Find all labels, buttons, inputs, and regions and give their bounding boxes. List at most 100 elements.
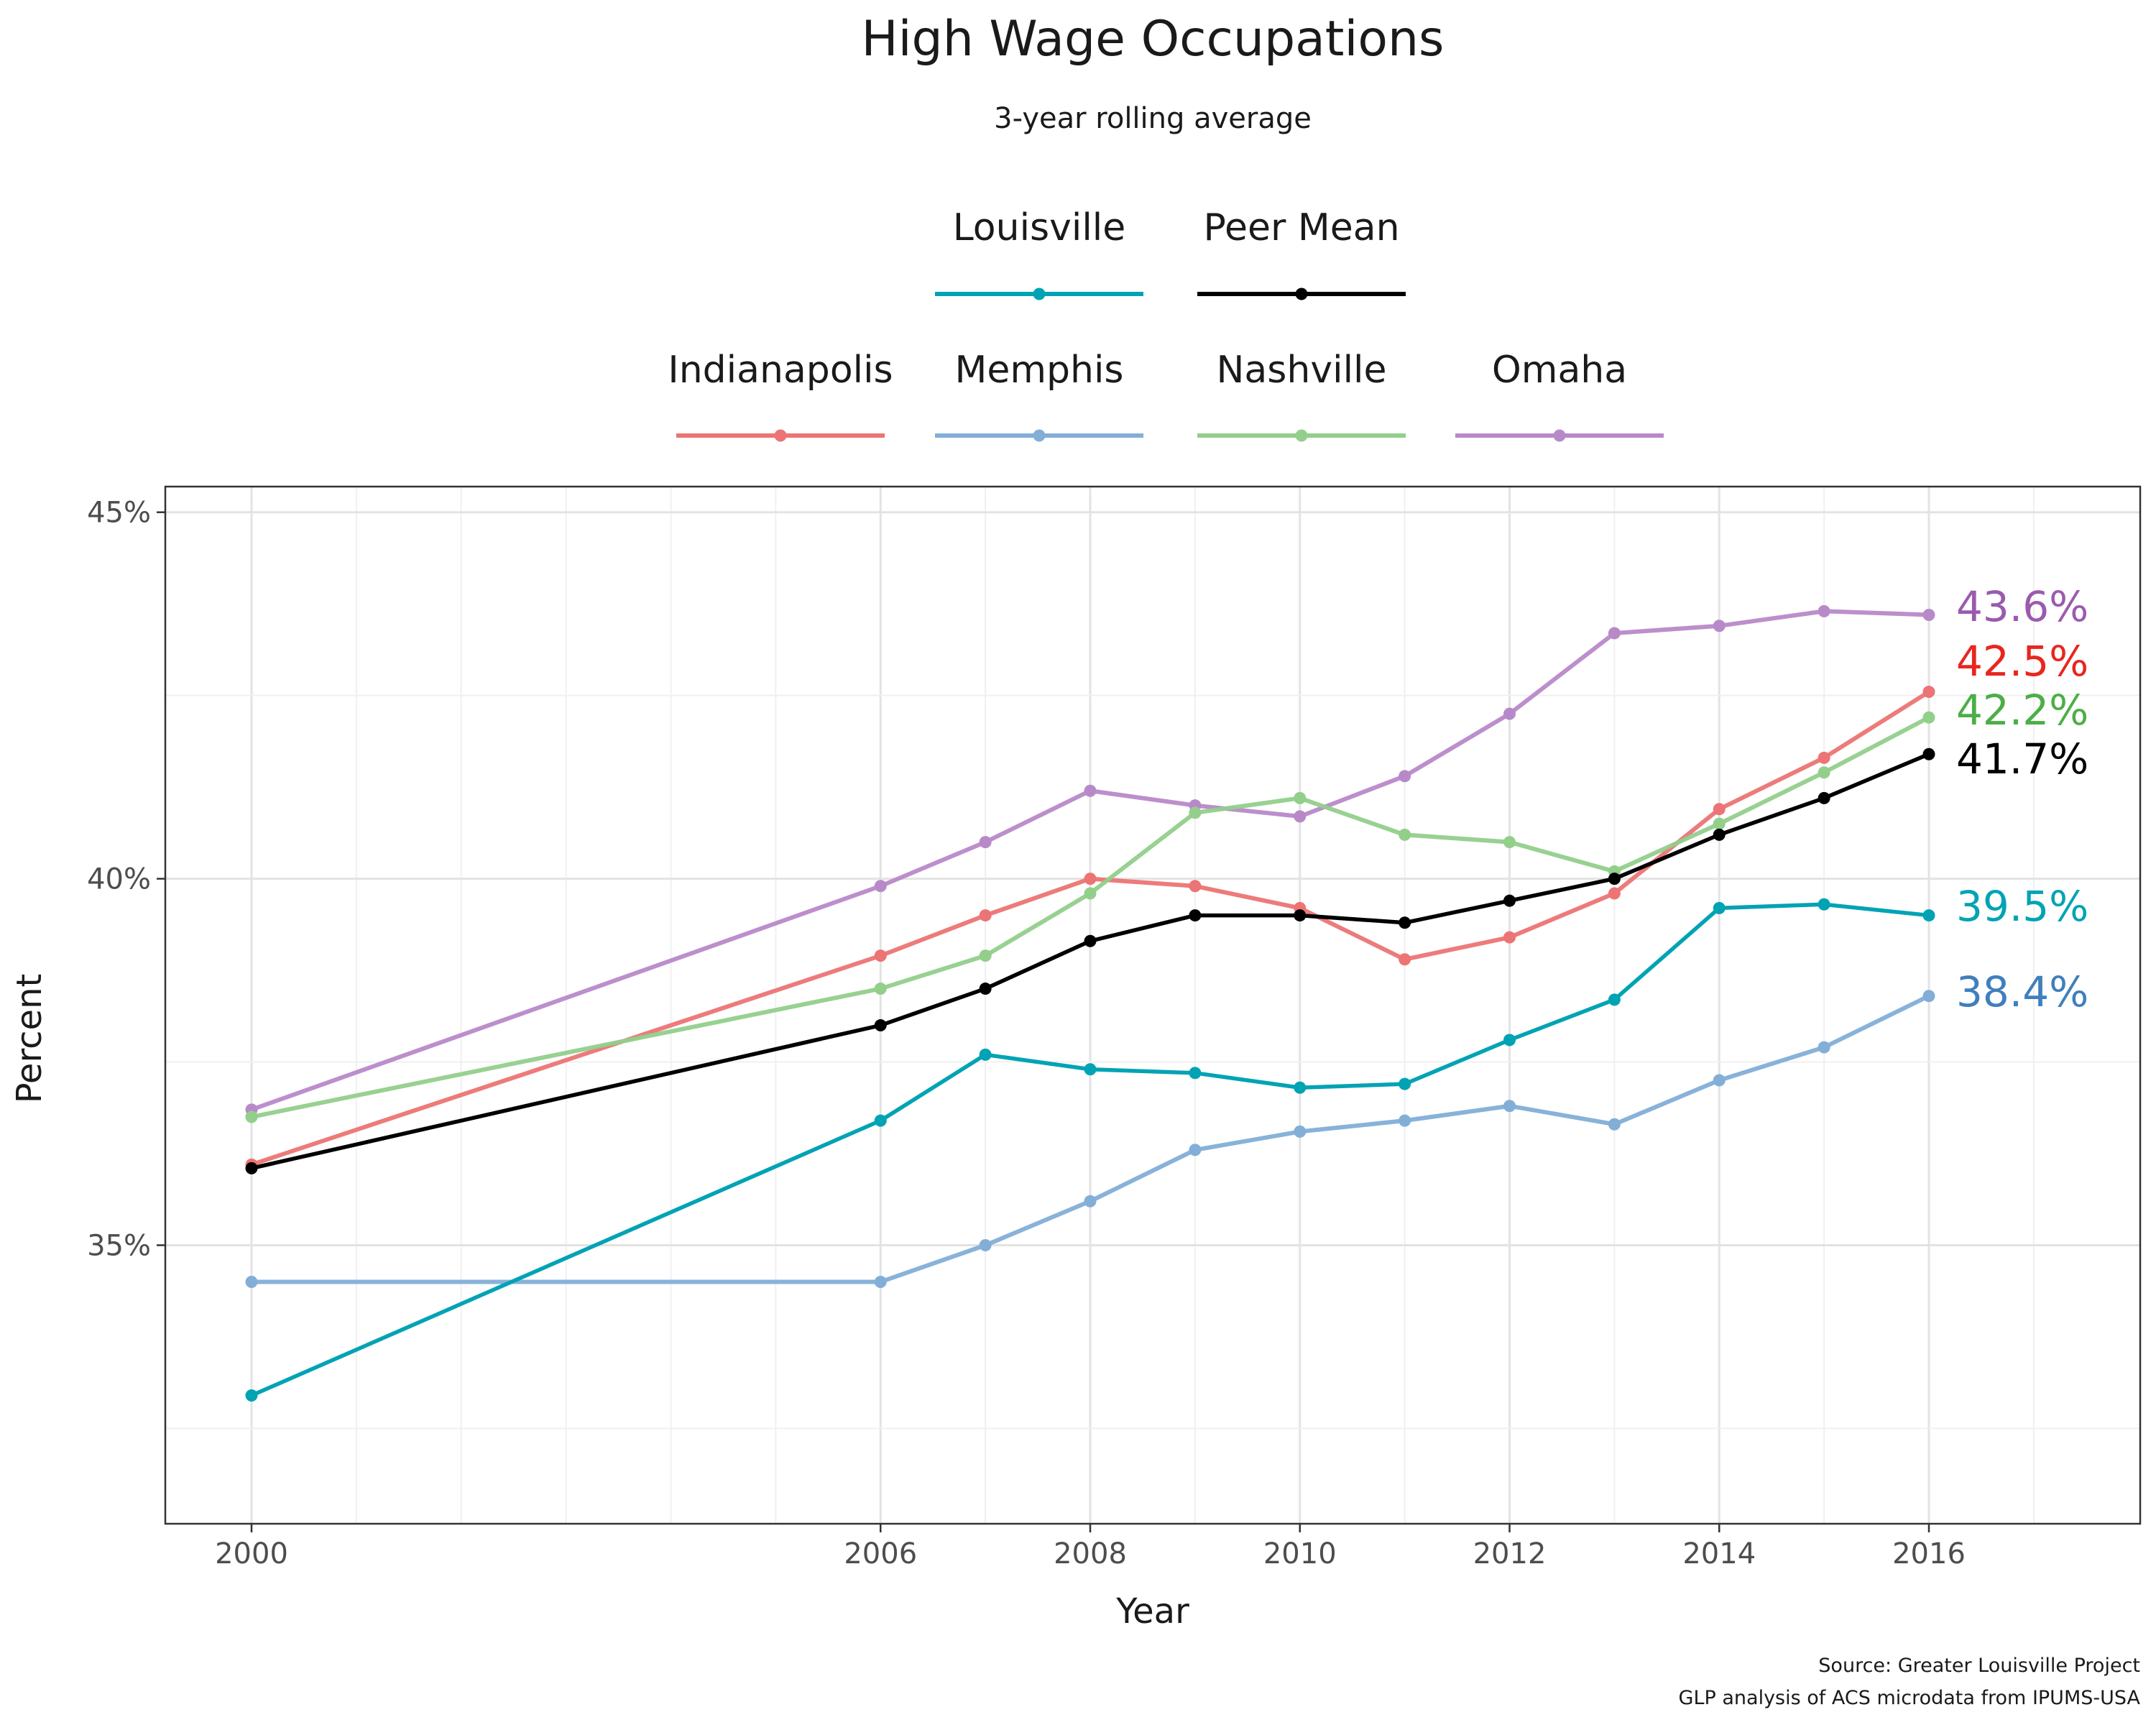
series-line: [249, 715, 1931, 1120]
data-point: [874, 1114, 887, 1127]
data-point: [874, 880, 887, 893]
legend-key-point: [1033, 288, 1046, 300]
series-layer: [245, 604, 1935, 1402]
data-point: [1713, 901, 1726, 914]
data-point: [1818, 766, 1830, 779]
series-line: [249, 609, 1931, 1112]
end-labels: 43.6% 42.5%42.2% 38.4% 39.5% 41.7%: [1956, 582, 2088, 1016]
end-label-indianapolis: 42.5%: [1956, 637, 2088, 686]
legend-item-peer-mean: Peer Mean: [1197, 206, 1406, 300]
x-tick-label: 2010: [1263, 1537, 1337, 1570]
data-point: [979, 983, 992, 995]
end-label-memphis: 38.4%: [1956, 967, 2088, 1016]
data-point: [1713, 817, 1726, 830]
data-point: [1399, 828, 1411, 841]
series-line: [249, 689, 1931, 1167]
data-point: [1608, 887, 1621, 900]
data-point: [1503, 1100, 1516, 1113]
end-label-peer-mean: 41.7%: [1956, 735, 2088, 783]
series-line: [249, 993, 1931, 1284]
data-point: [979, 909, 992, 922]
x-tick-label: 2014: [1682, 1537, 1756, 1570]
data-point: [245, 1110, 258, 1123]
data-point: [979, 949, 992, 962]
data-point: [1084, 784, 1097, 797]
data-point: [245, 1162, 258, 1174]
data-point: [1922, 748, 1935, 760]
data-point: [1294, 1125, 1307, 1138]
chart-subtitle: 3-year rolling average: [994, 102, 1312, 135]
data-point: [1608, 627, 1621, 640]
data-point: [1294, 791, 1307, 804]
data-point: [1189, 909, 1202, 922]
data-point: [245, 1275, 258, 1288]
series-memphis: [245, 990, 1935, 1288]
data-point: [1294, 909, 1307, 922]
data-point: [979, 836, 992, 849]
data-point: [1503, 836, 1516, 849]
legend-key-point: [774, 429, 787, 442]
data-point: [1713, 803, 1726, 816]
data-point: [1922, 909, 1935, 922]
data-point: [1399, 916, 1411, 929]
data-point: [874, 983, 887, 995]
caption-analysis: GLP analysis of ACS microdata from IPUMS…: [1679, 1687, 2141, 1709]
legend-label: Omaha: [1492, 349, 1627, 392]
data-point: [1084, 887, 1097, 900]
data-point: [1922, 608, 1935, 621]
data-point: [1189, 806, 1202, 819]
y-axis-title: Percent: [9, 974, 50, 1104]
data-point: [1503, 894, 1516, 907]
data-point: [1503, 707, 1516, 720]
data-point: [1922, 990, 1935, 1003]
data-point: [1608, 1118, 1621, 1131]
data-point: [245, 1389, 258, 1402]
legend-item-louisville: Louisville: [935, 206, 1143, 300]
legend-label: Peer Mean: [1203, 206, 1399, 249]
legend-label: Memphis: [954, 349, 1123, 392]
legend-key-point: [1295, 429, 1308, 442]
data-point: [1608, 873, 1621, 886]
data-point: [1608, 993, 1621, 1006]
data-point: [1818, 751, 1830, 764]
legend-key-point: [1033, 429, 1046, 442]
data-point: [1922, 711, 1935, 724]
y-axis: 35% 40% 45%: [87, 497, 165, 1262]
data-point: [1922, 686, 1935, 699]
legend-label: Louisville: [953, 206, 1125, 249]
legend-item-nashville: Nashville: [1197, 349, 1406, 442]
data-point: [1818, 604, 1830, 617]
series-line: [249, 902, 1931, 1398]
y-tick-label: 35%: [87, 1229, 151, 1262]
data-point: [1713, 828, 1726, 841]
x-axis-title: Year: [1115, 1591, 1189, 1632]
data-point: [1713, 620, 1726, 632]
legend-item-omaha: Omaha: [1455, 349, 1664, 442]
legend-label: Nashville: [1217, 349, 1387, 392]
x-tick-label: 2012: [1473, 1537, 1547, 1570]
data-point: [1399, 1077, 1411, 1090]
data-point: [979, 1048, 992, 1061]
data-point: [1084, 1063, 1097, 1076]
plot-border: [164, 485, 2142, 1525]
series-indianapolis: [245, 686, 1935, 1171]
data-point: [874, 1275, 887, 1288]
series-louisville: [245, 898, 1935, 1402]
data-point: [1503, 931, 1516, 944]
data-point: [1294, 810, 1307, 823]
data-point: [1084, 934, 1097, 947]
data-point: [1713, 1074, 1726, 1087]
data-point: [1189, 880, 1202, 893]
caption-source: Source: Greater Louisville Project: [1818, 1655, 2140, 1677]
x-axis: 2000 2006 2008 2010 2012 2014 2016: [215, 1524, 1966, 1570]
x-tick-label: 2008: [1054, 1537, 1127, 1570]
legend-item-memphis: Memphis: [935, 349, 1143, 442]
grid: [165, 487, 2140, 1524]
data-point: [1399, 1114, 1411, 1127]
data-point: [1189, 1144, 1202, 1156]
data-point: [1818, 791, 1830, 804]
chart-title: High Wage Occupations: [862, 11, 1445, 68]
legend-item-indianapolis: Indianapolis: [668, 349, 893, 442]
